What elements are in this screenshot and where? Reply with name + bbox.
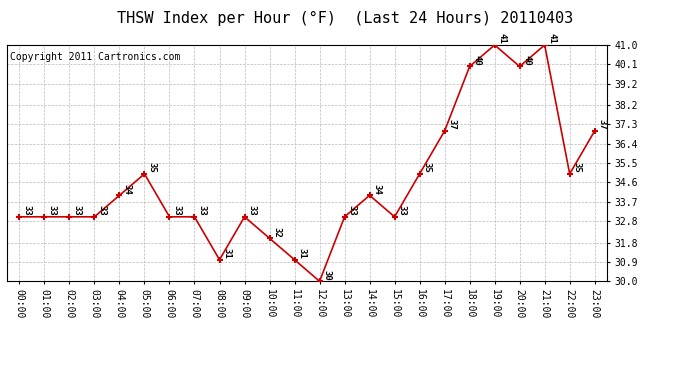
Text: 33: 33 — [72, 205, 81, 216]
Text: 31: 31 — [297, 248, 306, 259]
Text: 35: 35 — [147, 162, 156, 173]
Text: 41: 41 — [497, 33, 506, 44]
Text: Copyright 2011 Cartronics.com: Copyright 2011 Cartronics.com — [10, 52, 180, 62]
Text: 35: 35 — [422, 162, 431, 173]
Text: 33: 33 — [247, 205, 256, 216]
Text: 35: 35 — [573, 162, 582, 173]
Text: 32: 32 — [273, 227, 282, 237]
Text: 41: 41 — [547, 33, 556, 44]
Text: 33: 33 — [397, 205, 406, 216]
Text: 34: 34 — [373, 184, 382, 195]
Text: 37: 37 — [447, 119, 456, 130]
Text: 31: 31 — [222, 248, 231, 259]
Text: 33: 33 — [172, 205, 181, 216]
Text: 30: 30 — [322, 270, 331, 280]
Text: 33: 33 — [197, 205, 206, 216]
Text: 34: 34 — [122, 184, 131, 195]
Text: 40: 40 — [473, 55, 482, 66]
Text: 33: 33 — [22, 205, 31, 216]
Text: 33: 33 — [47, 205, 56, 216]
Text: THSW Index per Hour (°F)  (Last 24 Hours) 20110403: THSW Index per Hour (°F) (Last 24 Hours)… — [117, 11, 573, 26]
Text: 37: 37 — [598, 119, 607, 130]
Text: 33: 33 — [97, 205, 106, 216]
Text: 33: 33 — [347, 205, 356, 216]
Text: 40: 40 — [522, 55, 531, 66]
